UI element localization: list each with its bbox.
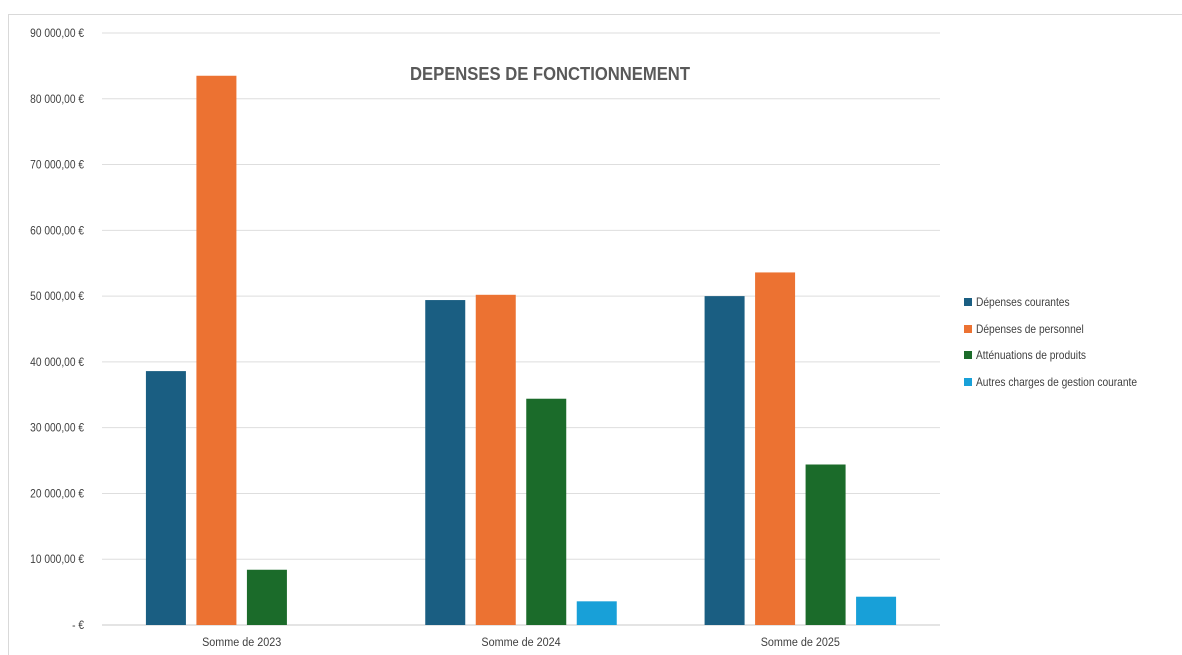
x-tick-label: Somme de 2024 [481,637,561,650]
bar-depenses-de-personnel-1 [196,75,237,625]
bar-depenses-courantes-2 [425,300,466,625]
x-tick-label: Somme de 2025 [761,637,840,650]
legend-swatch [964,324,972,333]
legend-swatch [964,351,972,360]
bar-autres-charges-de-gestion-courante-3 [856,596,897,625]
y-tick-label: 90 000,00 € [30,27,85,40]
x-tick-label: Somme de 2023 [202,637,281,650]
legend-label: Dépenses courantes [976,295,1070,310]
y-tick-label: 20 000,00 € [30,488,85,501]
legend-label: Atténuations de produits [976,348,1087,363]
bar-depenses-de-personnel-2 [475,294,516,625]
y-axis-tick-labels: - € 10 000,00 € 20 000,00 € 30 000,00 € 40 0… [30,27,85,632]
bar-attenuations-de-produits-3 [805,464,846,625]
y-tick-label: 40 000,00 € [30,356,85,369]
legend-item: Dépenses courantes [964,289,1165,316]
bar-autres-charges-de-gestion-courante-2 [576,601,617,625]
y-tick-label: 50 000,00 € [30,290,85,303]
legend-item: Autres charges de gestion courante [964,369,1165,396]
y-tick-label: 60 000,00 € [30,225,85,238]
legend-item: Atténuations de produits [964,342,1165,369]
legend-item: Dépenses de personnel [964,316,1165,343]
y-tick-label: 30 000,00 € [30,422,85,435]
y-tick-label: 70 000,00 € [30,159,85,172]
bar-depenses-courantes-3 [704,296,745,625]
chart-title: DEPENSES DE FONCTIONNEMENT [410,63,690,84]
y-tick-label: - € [72,619,85,632]
legend: Dépenses courantes Dépenses de personnel A… [964,289,1165,395]
bar-attenuations-de-produits-1 [246,569,287,625]
x-axis-tick-labels: Somme de 2023 Somme de 2024 Somme de 2025 [202,637,840,650]
legend-label: Autres charges de gestion courante [976,374,1138,389]
gridlines [102,32,940,626]
legend-swatch [964,377,972,386]
chart-frame [8,14,1182,655]
y-tick-label: 80 000,00 € [30,93,85,106]
bar-depenses-courantes-1 [145,371,186,625]
bar-depenses-de-personnel-3 [755,272,796,625]
y-tick-label: 10 000,00 € [30,554,85,567]
bars [145,75,897,625]
legend-swatch [964,298,972,307]
legend-label: Dépenses de personnel [976,321,1084,336]
bar-attenuations-de-produits-2 [526,398,567,625]
